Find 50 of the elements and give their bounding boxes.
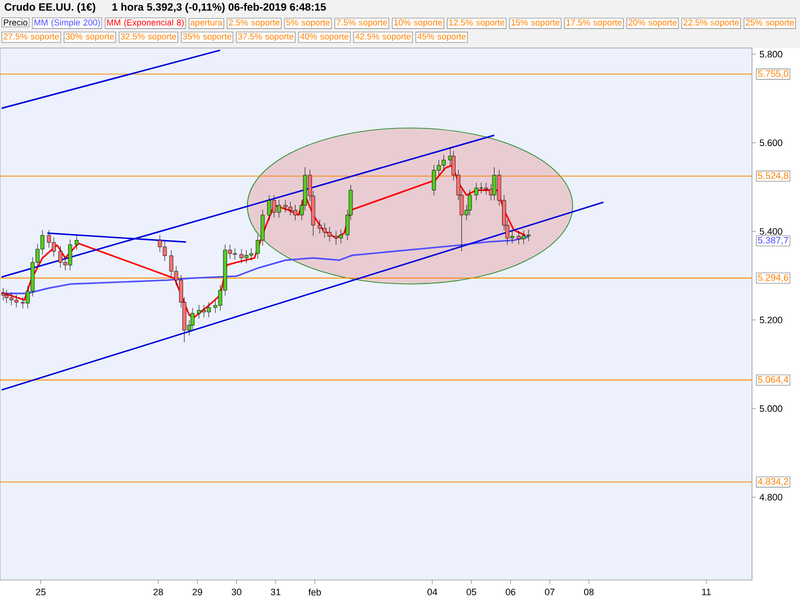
text: 2.5% soporte	[228, 19, 280, 28]
text: 45% soporte	[417, 33, 466, 42]
text: 5% soporte	[286, 19, 330, 28]
ref-line-label: 5.524,8	[758, 172, 788, 180]
x-tick-label: 07	[544, 588, 554, 596]
ref-line-label: 5.755,0	[758, 70, 788, 78]
candlestick	[1, 288, 6, 301]
x-tick-label: 31	[270, 588, 280, 596]
x-tick-label: 11	[702, 588, 711, 596]
text: 10% soporte	[394, 19, 442, 28]
text: 27.5% soporte	[4, 33, 59, 42]
y-tick-label: 5.000	[760, 405, 782, 412]
text: 42.5% soporte	[355, 33, 411, 42]
text: apertura	[190, 20, 222, 28]
y-tick-label: 5.600	[760, 140, 782, 146]
text: 25% soporte	[746, 19, 794, 28]
text: 37.5% soporte	[238, 33, 294, 42]
text: 7.5% soporte	[336, 19, 388, 28]
x-tick-label: 08	[584, 588, 594, 596]
chart-title: Crudo EE.UU. (1€)	[4, 2, 96, 13]
text: 20% soporte	[628, 19, 677, 28]
x-tick-label: feb	[308, 588, 321, 596]
text: MM (Exponencial 8)	[107, 19, 184, 28]
text: 40% soporte	[300, 33, 348, 42]
x-tick-label: 05	[466, 588, 476, 596]
x-tick-label: 06	[506, 588, 516, 596]
chart-subtitle: 1 hora 5.392,3 (-0,11%) 06-feb-2019 6:48:15	[112, 2, 326, 13]
ref-line-label: 5.064,4	[758, 376, 788, 384]
text: 22.5% soporte	[684, 19, 739, 28]
x-tick-label: 29	[192, 588, 202, 596]
y-tick-label: 4.800	[760, 494, 782, 500]
y-tick-label: 5.400	[760, 228, 782, 235]
text: MM (Simple 200)	[34, 19, 100, 28]
text: 32.5% soporte	[120, 33, 176, 42]
text: 17.5% soporte	[566, 19, 622, 28]
text: 35% soporte	[183, 33, 232, 42]
text: 30% soporte	[66, 33, 114, 42]
y-tick-label: 5.800	[760, 50, 782, 58]
text: 5.387,7	[758, 236, 788, 245]
x-tick-label: 28	[154, 588, 163, 596]
candlestick	[74, 234, 79, 250]
y-tick-label: 5.200	[760, 316, 782, 324]
ref-line-label: 5.294,6	[758, 274, 788, 282]
text: 12.5% soporte	[449, 19, 504, 28]
ref-line-label: 4.834,2	[758, 478, 788, 486]
x-tick-label: 04	[427, 588, 438, 596]
x-tick-label: 25	[36, 588, 46, 596]
x-tick-label: 30	[232, 588, 242, 596]
text: Precio	[4, 19, 28, 26]
text: 15% soporte	[511, 19, 560, 28]
